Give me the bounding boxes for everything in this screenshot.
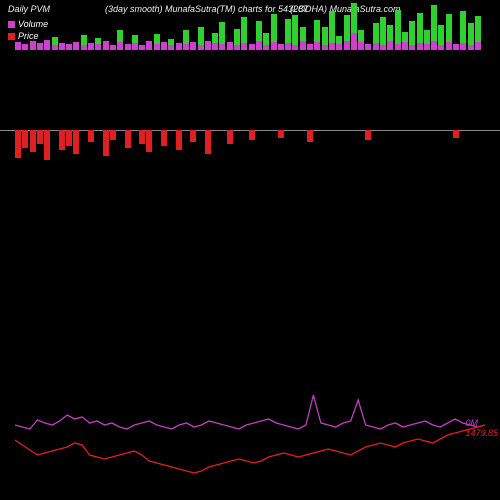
- legend-volume: Volume: [8, 18, 48, 30]
- upper-bar-chart: [15, 90, 485, 170]
- legend-price: Price: [8, 30, 48, 42]
- chart-header: Daily PVM (3day smooth) MunafaSutra(TM) …: [0, 4, 500, 18]
- title-right: (LODHA) MunafaSutra.com: [290, 4, 401, 14]
- price-line: [15, 425, 485, 473]
- volume-swatch: [8, 21, 15, 28]
- volume-end-label: 0M: [465, 418, 498, 428]
- price-swatch: [8, 33, 15, 40]
- legend-volume-label: Volume: [18, 19, 48, 29]
- legend-price-label: Price: [18, 31, 39, 41]
- lower-line-chart: [15, 385, 485, 475]
- price-end-label: 1479.85: [465, 428, 498, 438]
- end-labels: 0M 1479.85: [465, 418, 498, 438]
- title-mid: (3day smooth) MunafaSutra(TM) charts for…: [105, 4, 308, 14]
- title-left: Daily PVM: [8, 4, 50, 14]
- legend: Volume Price: [8, 18, 48, 42]
- volume-line: [15, 395, 485, 429]
